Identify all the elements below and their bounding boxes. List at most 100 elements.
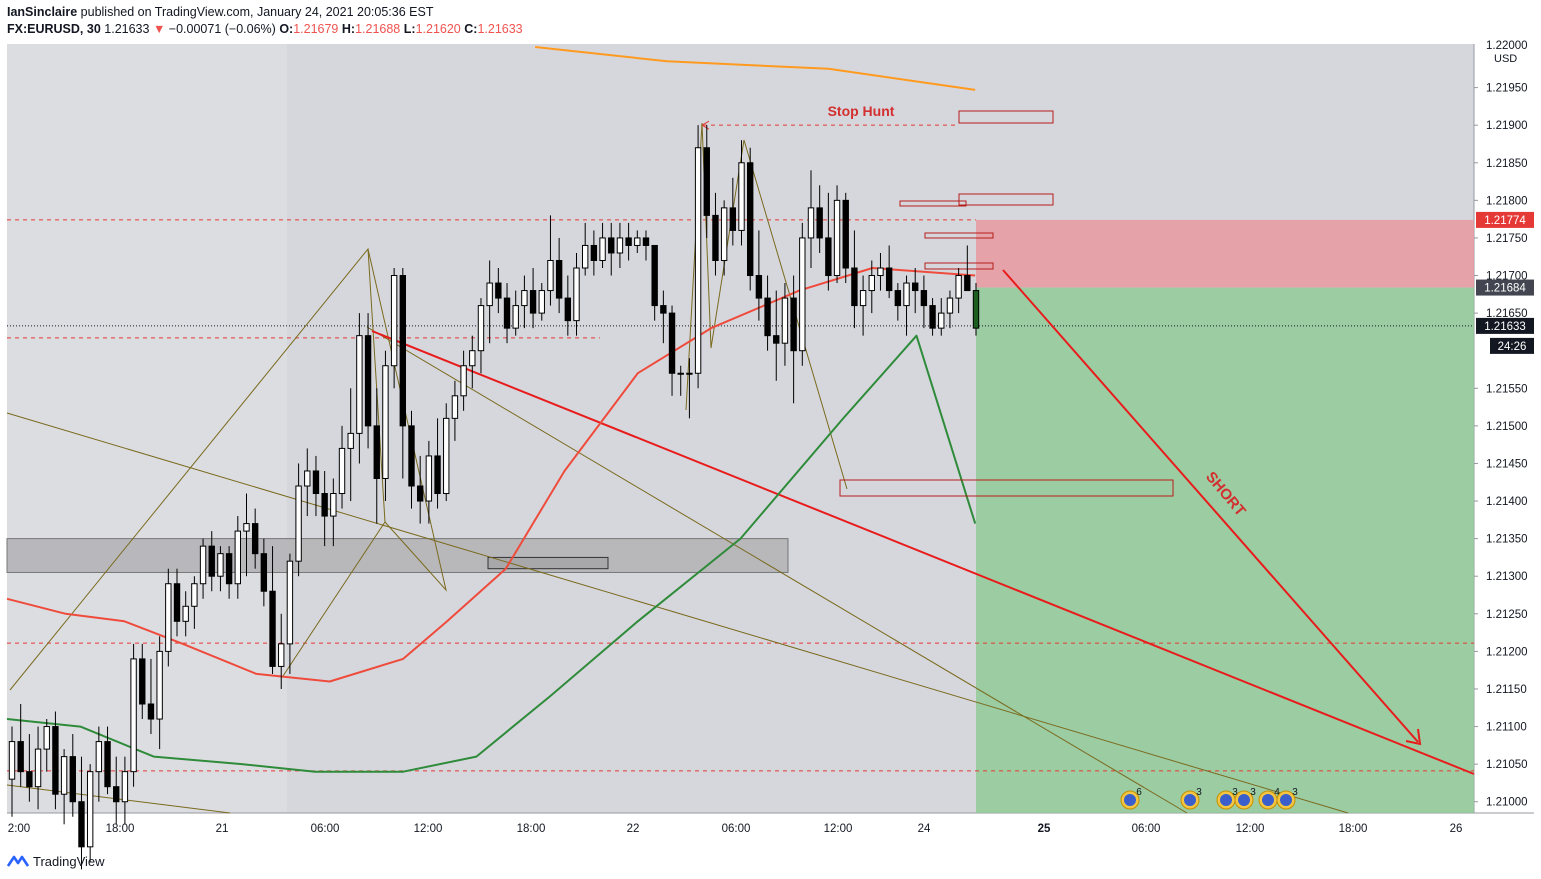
candle-body: [199, 545, 207, 585]
candle-body: [668, 312, 676, 374]
candle-body: [52, 726, 59, 795]
candle-body: [851, 267, 858, 307]
drawn-box-1: [958, 193, 1054, 206]
candle-body: [451, 395, 459, 419]
candle-body: [877, 267, 884, 277]
candle-body: [78, 801, 85, 848]
time-tick-label: 18:00: [106, 823, 135, 835]
price-tick-label: 1.21400: [1486, 496, 1528, 508]
price-tick-label: 1.21100: [1486, 722, 1527, 734]
time-tick-label: 2:00: [8, 823, 30, 835]
candle-body: [625, 237, 632, 246]
price-tick-label: 1.21800: [1486, 195, 1528, 207]
candle-body: [286, 560, 294, 645]
stop-loss-zone: [976, 219, 1474, 288]
price-tick-label: 1.21050: [1486, 759, 1528, 771]
candle-body: [912, 282, 919, 292]
candle-body: [425, 455, 433, 502]
price-top-label: 1.22000: [1486, 40, 1528, 52]
candle-body: [747, 162, 754, 277]
price-badge-text-last: 1.21633: [1484, 321, 1526, 333]
price-badge-text-stop: 1.21774: [1484, 215, 1526, 227]
price-tick-label: 1.21300: [1486, 571, 1528, 583]
price-tick-label: 1.21700: [1486, 271, 1528, 283]
trendline-upper: [6, 412, 1349, 814]
take-profit-zone: [976, 287, 1474, 813]
candle-body: [816, 207, 823, 239]
candle-body: [408, 425, 415, 487]
footer-brand[interactable]: TradingView: [7, 851, 105, 871]
candle-body: [521, 290, 528, 307]
publish-line: IanSinclaire published on TradingView.co…: [7, 5, 433, 19]
trendline-middle: [366, 326, 1188, 814]
time-tick-label: 18:00: [517, 823, 546, 835]
candle-body: [278, 643, 285, 667]
price-tick-label: 1.21750: [1486, 233, 1528, 245]
price-tick-label: 1.21350: [1486, 534, 1528, 546]
candle-body: [538, 290, 545, 314]
candle-body: [251, 523, 259, 555]
candle-body: [321, 493, 328, 517]
candle-body: [581, 244, 589, 269]
candle-body: [191, 583, 198, 607]
candle-body: [616, 237, 624, 254]
candle-body: [399, 275, 407, 427]
candle-body: [165, 583, 172, 652]
change-arrow-icon: ▼: [152, 22, 166, 36]
symbol-name[interactable]: FX:EURUSD, 30: [7, 22, 101, 36]
price-tick-label: 1.21250: [1486, 609, 1528, 621]
high-value: 1.21688: [355, 22, 401, 36]
price-badge-text-entry: 1.21684: [1484, 283, 1526, 295]
price-tick-label: 1.21200: [1486, 646, 1528, 658]
candle-body: [564, 297, 572, 322]
candle-body: [825, 237, 832, 277]
price-tick-label: 1.21150: [1486, 684, 1527, 696]
candle-body: [599, 237, 606, 261]
candle-body: [69, 756, 76, 803]
candle-body: [738, 162, 745, 231]
candle-body: [347, 432, 354, 449]
candle-body: [764, 297, 771, 337]
candle-body: [946, 297, 954, 314]
candle-body: [938, 312, 945, 329]
candle-body: [139, 658, 146, 705]
published-text: published on TradingView.com, January 24…: [80, 5, 434, 19]
event-flag-icon: [1262, 794, 1274, 806]
candle-body: [182, 605, 189, 622]
candle-body: [920, 290, 928, 307]
candle-body: [503, 297, 511, 329]
time-tick-label: 12:00: [1236, 823, 1265, 835]
time-tick-label: 06:00: [722, 823, 751, 835]
drawn-box-5: [839, 479, 1174, 497]
candle-body: [26, 771, 33, 788]
candle-body: [17, 741, 24, 773]
candle-body: [608, 237, 615, 254]
candle-body: [208, 545, 215, 577]
candle-body: [573, 267, 580, 322]
candle-body: [859, 290, 867, 307]
close-label: C:: [464, 22, 478, 36]
candle-body: [799, 237, 806, 352]
candle-body: [390, 275, 398, 367]
price-tick-label: 1.21500: [1486, 421, 1528, 433]
chart-header: IanSinclaire published on TradingView.co…: [0, 0, 1541, 44]
candle-body: [964, 275, 971, 292]
low-label: L:: [403, 22, 416, 36]
candle-body: [842, 199, 849, 269]
time-tick-label: 18:00: [1339, 823, 1368, 835]
candle-body: [894, 290, 902, 307]
candle-body: [373, 425, 380, 479]
time-tick-label: 12:00: [824, 823, 853, 835]
candle-body: [868, 275, 875, 292]
candle-body: [460, 365, 467, 397]
event-count: 3: [1196, 787, 1202, 798]
publisher-name[interactable]: IanSinclaire: [7, 5, 78, 19]
price-tick-label: 1.21550: [1486, 383, 1528, 395]
candle-body: [755, 275, 763, 299]
candle-body: [720, 207, 728, 261]
sma-orange-line: [534, 46, 976, 91]
candle-body: [243, 523, 250, 532]
short-arrowhead: [1405, 728, 1422, 746]
time-tick-label: 21: [216, 823, 229, 835]
